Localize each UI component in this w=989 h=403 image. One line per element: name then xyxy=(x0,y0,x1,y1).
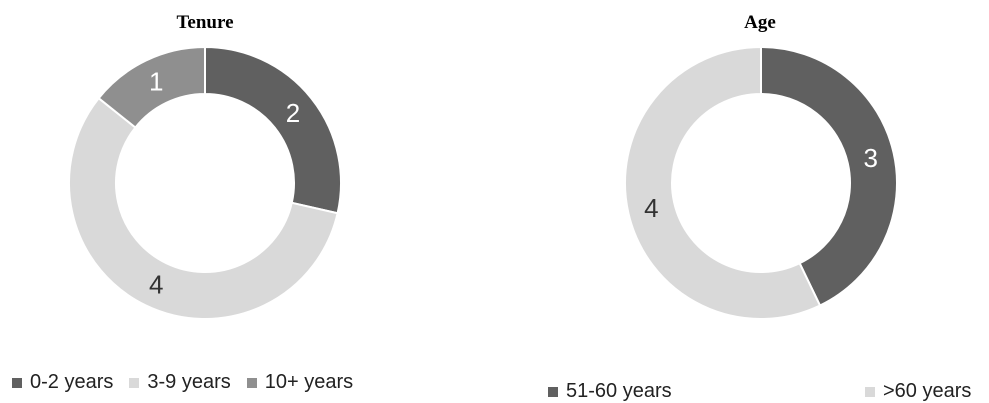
legend-label: 10+ years xyxy=(264,371,354,393)
legend-item-10-plus-years: 10+ years xyxy=(246,371,354,394)
age-chart-title: Age xyxy=(744,12,776,33)
tenure-data-label-3-9-years: 4 xyxy=(149,269,163,299)
legend-swatch xyxy=(246,377,257,388)
tenure-slice-0-2-years xyxy=(204,45,342,215)
tenure-legend: 0-2 years 3-9 years 10+ years xyxy=(12,371,369,394)
legend-label: 0-2 years xyxy=(30,371,114,393)
age-data-label-51-60-years: 3 xyxy=(863,143,877,173)
tenure-data-label-10-years: 1 xyxy=(149,67,163,97)
legend-label: 51-60 years xyxy=(566,380,672,402)
legend-swatch xyxy=(12,377,22,388)
legend-label: 3-9 years xyxy=(147,371,231,393)
age-legend-item-over-60-years: >60 years xyxy=(865,380,971,403)
age-slice-51-60-years xyxy=(760,45,898,307)
legend-label: >60 years xyxy=(883,380,972,402)
age-data-label-60-years: 4 xyxy=(644,193,658,223)
legend-swatch xyxy=(548,386,558,397)
legend-item-0-2-years: 0-2 years xyxy=(12,371,113,394)
legend-swatch xyxy=(129,377,140,388)
age-slice-60-years xyxy=(624,45,822,320)
tenure-data-label-0-2-years: 2 xyxy=(286,98,300,128)
age-legend-item-51-60-years: 51-60 years xyxy=(548,380,672,403)
tenure-slice-3-9-years xyxy=(68,96,339,320)
tenure-slice-10-years xyxy=(97,45,206,129)
tenure-chart-title: Tenure xyxy=(176,12,234,33)
legend-swatch xyxy=(865,386,875,397)
legend-item-3-9-years: 3-9 years xyxy=(129,371,231,394)
